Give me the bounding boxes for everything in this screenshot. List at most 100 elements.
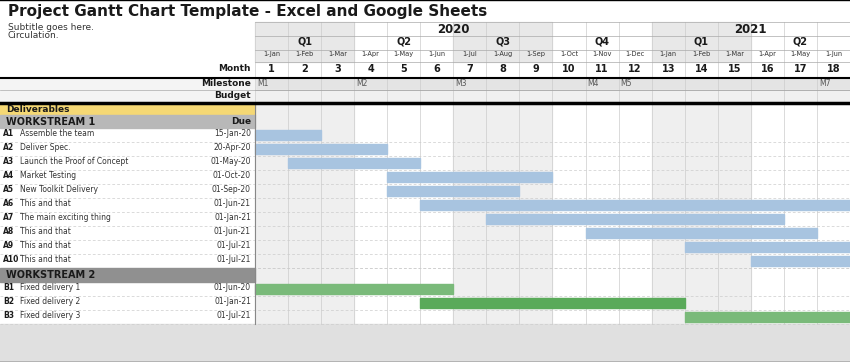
- Text: 1-Sep: 1-Sep: [526, 51, 546, 57]
- Text: Q3: Q3: [496, 37, 510, 47]
- Bar: [0, 90, 255, 103]
- Text: 01-Oct-20: 01-Oct-20: [212, 171, 251, 180]
- Text: 6: 6: [434, 64, 440, 74]
- Text: A7: A7: [3, 213, 14, 222]
- Text: 14: 14: [694, 64, 708, 74]
- Text: Deliverables: Deliverables: [6, 105, 70, 114]
- Text: Budget: Budget: [214, 91, 251, 100]
- Text: Fixed delivery 2: Fixed delivery 2: [20, 297, 80, 306]
- Text: This and that: This and that: [20, 241, 71, 250]
- Text: 10: 10: [563, 64, 575, 74]
- Text: 01-Jun-21: 01-Jun-21: [214, 199, 251, 208]
- Bar: [255, 78, 850, 90]
- Text: Due: Due: [231, 117, 251, 126]
- Bar: [420, 200, 850, 210]
- Text: B1: B1: [3, 283, 14, 292]
- Text: A8: A8: [3, 227, 14, 236]
- Text: 18: 18: [827, 64, 841, 74]
- Text: 01-May-20: 01-May-20: [211, 157, 251, 166]
- Bar: [453, 103, 552, 324]
- Text: This and that: This and that: [20, 255, 71, 264]
- Text: 3: 3: [334, 64, 341, 74]
- Bar: [388, 186, 519, 196]
- Text: Milestone: Milestone: [201, 79, 251, 88]
- Text: A3: A3: [3, 157, 14, 166]
- Text: 01-Jul-21: 01-Jul-21: [217, 241, 251, 250]
- Text: 15-Jan-20: 15-Jan-20: [214, 129, 251, 138]
- Text: M1: M1: [257, 79, 269, 88]
- Bar: [685, 242, 850, 252]
- Text: Project Gantt Chart Template - Excel and Google Sheets: Project Gantt Chart Template - Excel and…: [8, 4, 487, 19]
- Text: 11: 11: [595, 64, 609, 74]
- Bar: [0, 115, 255, 128]
- Text: 01-Jun-21: 01-Jun-21: [214, 227, 251, 236]
- Text: 8: 8: [500, 64, 507, 74]
- Text: A6: A6: [3, 199, 14, 208]
- Text: This and that: This and that: [20, 227, 71, 236]
- Text: B2: B2: [3, 297, 14, 306]
- Text: Q1: Q1: [694, 37, 709, 47]
- Text: 1-Feb: 1-Feb: [692, 51, 711, 57]
- Bar: [255, 130, 321, 140]
- Text: 9: 9: [533, 64, 540, 74]
- Text: Q4: Q4: [595, 37, 609, 47]
- Text: 1-Mar: 1-Mar: [328, 51, 347, 57]
- Text: Deliver Spec.: Deliver Spec.: [20, 143, 71, 152]
- Text: Q2: Q2: [396, 37, 411, 47]
- Text: 01-Jun-20: 01-Jun-20: [214, 283, 251, 292]
- Text: 20-Apr-20: 20-Apr-20: [213, 143, 251, 152]
- Text: 2021: 2021: [734, 23, 767, 36]
- Text: New Toolkit Delivery: New Toolkit Delivery: [20, 185, 98, 194]
- Text: B3: B3: [3, 311, 14, 320]
- Text: 1-Jul: 1-Jul: [462, 51, 477, 57]
- Text: M2: M2: [356, 79, 367, 88]
- Text: 01-Jan-21: 01-Jan-21: [214, 213, 251, 222]
- Bar: [652, 22, 751, 62]
- Text: Fixed delivery 3: Fixed delivery 3: [20, 311, 81, 320]
- Text: 1-Jan: 1-Jan: [263, 51, 280, 57]
- Bar: [288, 158, 420, 168]
- Bar: [0, 268, 255, 282]
- Text: 1: 1: [268, 64, 275, 74]
- Text: 1-Oct: 1-Oct: [560, 51, 578, 57]
- Text: A9: A9: [3, 241, 14, 250]
- Text: 16: 16: [761, 64, 774, 74]
- Text: 1-Jan: 1-Jan: [660, 51, 677, 57]
- Bar: [0, 103, 255, 115]
- Bar: [255, 284, 453, 294]
- Bar: [453, 22, 552, 62]
- Text: M4: M4: [587, 79, 599, 88]
- Bar: [586, 228, 817, 238]
- Text: Q1: Q1: [298, 37, 312, 47]
- Bar: [486, 214, 784, 224]
- Text: M5: M5: [620, 79, 632, 88]
- Bar: [255, 22, 354, 62]
- Text: 1-Aug: 1-Aug: [493, 51, 513, 57]
- Text: Month: Month: [218, 64, 251, 73]
- Text: 1-Apr: 1-Apr: [362, 51, 380, 57]
- Bar: [420, 298, 685, 308]
- Text: 17: 17: [794, 64, 808, 74]
- Text: 01-Sep-20: 01-Sep-20: [212, 185, 251, 194]
- Text: 4: 4: [367, 64, 374, 74]
- Text: 1-May: 1-May: [394, 51, 414, 57]
- Bar: [388, 172, 552, 182]
- Text: A10: A10: [3, 255, 20, 264]
- Text: Assemble the team: Assemble the team: [20, 129, 94, 138]
- Bar: [255, 90, 850, 103]
- Text: 01-Jul-21: 01-Jul-21: [217, 255, 251, 264]
- Text: Circulation.: Circulation.: [8, 31, 60, 40]
- Text: 1-Feb: 1-Feb: [296, 51, 314, 57]
- Text: WORKSTREAM 2: WORKSTREAM 2: [6, 270, 95, 280]
- Text: 2: 2: [301, 64, 308, 74]
- Text: 12: 12: [628, 64, 642, 74]
- Text: 1-Jun: 1-Jun: [428, 51, 445, 57]
- Text: This and that: This and that: [20, 199, 71, 208]
- Text: 13: 13: [661, 64, 675, 74]
- Bar: [0, 78, 255, 90]
- Bar: [685, 312, 850, 322]
- Bar: [255, 103, 354, 324]
- Text: M7: M7: [819, 79, 830, 88]
- Text: A1: A1: [3, 129, 14, 138]
- Text: 1-Dec: 1-Dec: [626, 51, 645, 57]
